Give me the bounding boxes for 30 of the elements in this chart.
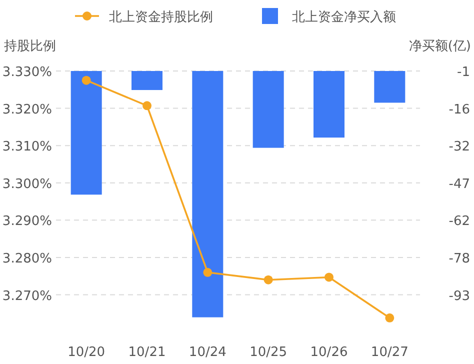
y2-axis-title: 净买额(亿) [408,39,471,54]
x-tick-label: 10/24 [188,345,226,360]
point [203,268,212,277]
point [324,272,334,282]
y-tick-label: 3.310% [2,140,52,155]
y2-tick-label: -62 [448,214,470,230]
y-tick-label: 3.320% [2,102,52,118]
y-tick-label: 3.290% [2,214,52,230]
y-tick-label: 3.300% [2,176,52,192]
y2-tick-label: -93 [448,288,470,304]
legend-label: 北上资金持股比例 [109,10,213,25]
y2-tick-label: -78 [448,252,470,267]
x-tick-label: 10/26 [310,345,348,360]
point [264,275,273,284]
legend-label: 北上资金净买入额 [292,10,396,25]
x-tick-label: 10/27 [370,345,408,360]
y2-tick-label: -16 [448,102,470,118]
x-tick-label: 10/25 [250,345,288,360]
y-tick-label: 3.270% [2,288,52,304]
y2-tick-label: -32 [448,140,470,155]
y-tick-label: 3.330% [2,65,52,80]
y2-tick-label: -1 [457,65,470,80]
y-tick-label: 3.280% [2,251,52,266]
x-tick-label: 10/20 [68,345,106,360]
point [385,313,394,322]
y2-tick-label: -47 [448,176,470,192]
point [82,76,91,85]
y-axis-title: 持股比例 [4,39,56,54]
x-tick-label: 10/21 [128,345,166,360]
point [142,101,152,110]
